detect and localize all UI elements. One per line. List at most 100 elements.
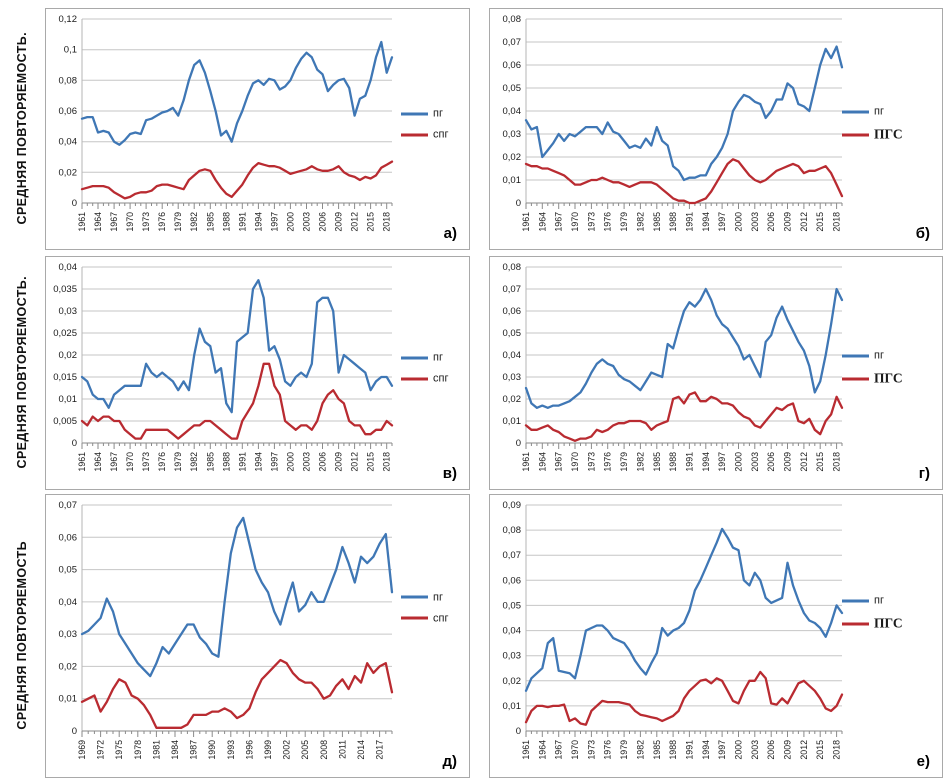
x-tick-label: 2015 [366,212,376,232]
y-tick-label: 0,02 [503,676,522,687]
x-tick-label: 2003 [302,212,312,232]
legend-item: пг [842,350,918,362]
legend-g: пг ПГС [842,350,918,387]
x-tick-label: 2015 [366,452,376,472]
legend-label: спг [433,612,449,625]
x-tick-label: 1970 [570,452,580,472]
x-tick-label: 2000 [734,212,744,232]
x-tick-label: 2009 [783,212,793,232]
x-tick-label: 1979 [619,740,629,760]
series-line-пг [80,40,394,146]
y-tick-label: 0,07 [503,284,522,295]
x-tick-label: 2012 [799,212,809,232]
row2-y-axis-title: СРЕДНЯЯ ПОВТОРЯЕМОСТЬ. [0,256,44,488]
legend-label: пг [874,105,884,118]
x-tick-label: 1985 [652,212,662,232]
x-tick-label: 1981 [151,740,161,760]
y-tick-label: 0,02 [59,350,78,361]
x-tick-label: 1978 [133,740,143,760]
y-tick-label: 0,02 [503,394,522,405]
panel-letter-e: е) [916,753,930,770]
series-line-спг [80,160,394,200]
y-tick-label: 0 [72,438,77,449]
legend-label: пг [433,351,443,364]
y-axis-title-text: СРЕДНЯЯ ПОВТОРЯЕМОСТЬ. [15,31,29,225]
legend-label: пг [874,594,884,607]
x-tick-label: 1967 [109,212,119,232]
x-tick-label: 1967 [554,452,564,472]
y-tick-label: 0,01 [59,394,78,405]
x-tick-label: 2003 [750,740,760,760]
legend-a: пг спг [401,108,467,141]
y-tick-label: 0 [516,726,521,737]
x-tick-label: 2000 [285,452,295,472]
x-tick-label: 1988 [668,452,678,472]
panel-letter-g: г) [918,465,930,482]
x-tick-label: 1990 [207,740,217,760]
series-line-пг [524,45,844,182]
y-tick-label: 0,06 [503,575,522,586]
x-tick-label: 1991 [237,212,247,232]
y-tick-label: 0,02 [59,661,78,672]
x-tick-label: 1984 [170,740,180,760]
legend-item: ПГС [842,127,918,143]
y-tick-label: 0,08 [503,262,522,273]
y-tick-label: 0,04 [503,106,522,117]
series-line-пг [524,287,844,409]
y-tick-label: 0,03 [503,651,522,662]
x-tick-label: 2000 [285,212,295,232]
x-tick-label: 1979 [173,212,183,232]
y-tick-label: 0,015 [53,372,77,383]
y-tick-label: 0,01 [503,701,522,712]
legend-item: спг [401,129,467,141]
y-tick-label: 0,04 [503,626,522,637]
legend-item: спг [401,373,467,385]
legend-label: спг [433,128,449,141]
x-tick-label: 1964 [537,212,547,232]
series-line-пг [80,279,394,414]
x-tick-label: 1994 [701,452,711,472]
x-tick-label: 1970 [570,740,580,760]
x-tick-label: 1997 [269,212,279,232]
x-tick-label: 2015 [815,212,825,232]
x-tick-label: 1973 [586,212,596,232]
series-line-спг [80,658,394,729]
x-tick-label: 2009 [783,452,793,472]
x-tick-label: 1973 [141,212,151,232]
y-tick-label: 0,02 [503,152,522,163]
x-tick-label: 1969 [77,740,87,760]
x-tick-label: 1961 [77,452,87,472]
x-tick-label: 2006 [766,452,776,472]
legend-label: спг [433,372,449,385]
y-tick-label: 0,12 [59,14,78,25]
legend-label: ПГС [874,126,903,142]
y-tick-label: 0,04 [59,597,78,608]
x-tick-label: 1987 [189,740,199,760]
x-tick-label: 1991 [684,452,694,472]
y-tick-label: 0,005 [53,416,77,427]
x-tick-label: 1967 [554,740,564,760]
y-tick-label: 0,09 [503,500,522,511]
x-tick-label: 1976 [603,212,613,232]
x-tick-label: 2006 [766,740,776,760]
y-tick-label: 0,04 [59,137,78,148]
x-tick-label: 1973 [586,452,596,472]
legend-d: пг спг [401,591,467,624]
legend-line-swatch [401,595,428,599]
legend-label: пг [874,349,884,362]
panel-e: 0 0,01 0,02 0,03 0,04 0,05 0,06 0,07 0,08 0,09 196… [489,494,943,778]
legend-b: пг ПГС [842,106,918,143]
x-tick-label: 1993 [226,740,236,760]
y-tick-label: 0,07 [59,500,78,511]
legend-line-swatch [401,356,428,360]
legend-label: ПГС [874,370,903,386]
x-tick-label: 2014 [356,740,366,760]
series-line-ПГС [524,158,844,205]
x-tick-label: 1997 [717,452,727,472]
x-tick-label: 2015 [815,452,825,472]
x-tick-label: 1988 [221,212,231,232]
y-tick-label: 0,08 [59,75,78,86]
x-tick-label: 1982 [635,212,645,232]
legend-line-swatch [842,133,869,137]
x-tick-label: 1982 [189,212,199,232]
